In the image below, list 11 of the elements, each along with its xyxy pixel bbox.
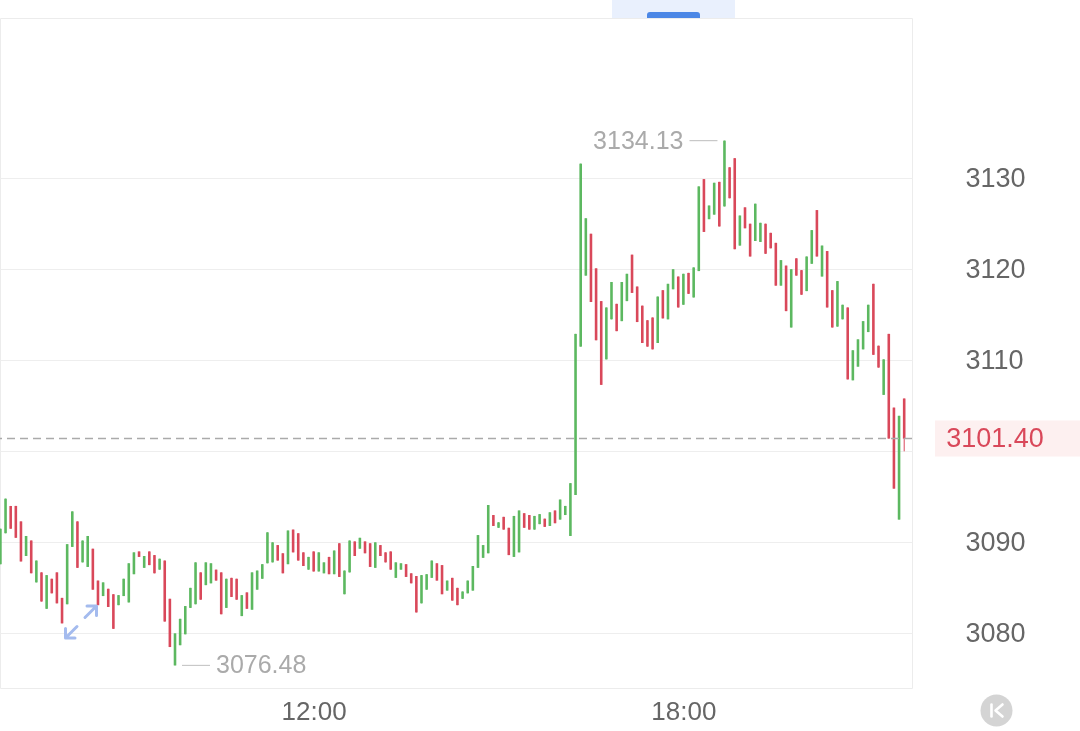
ref-line-label: 3101.40 [946, 422, 1044, 453]
x-tick-label: 18:00 [651, 695, 717, 726]
y-tick-label: 3130 [965, 162, 1026, 193]
y-tick-label: 3090 [965, 526, 1026, 557]
y-tick-label: 3080 [965, 617, 1026, 648]
y-tick-label: 3110 [965, 344, 1024, 375]
annotation: 3134.13 [593, 125, 684, 154]
x-tick-label: 12:00 [281, 695, 347, 726]
y-tick-label: 3120 [965, 253, 1026, 284]
candlestick [389, 550, 392, 571]
annotation: 3076.48 [216, 650, 307, 679]
